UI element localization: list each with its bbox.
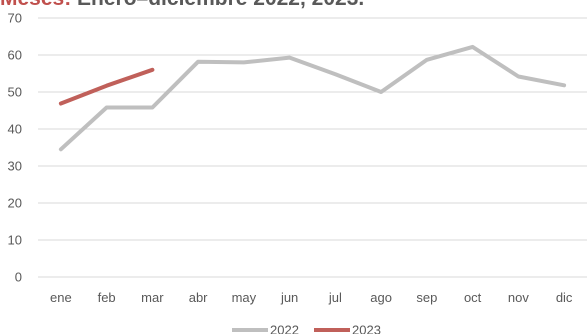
x-tick-label: jul — [328, 290, 342, 305]
y-axis-ticks: 0 10 20 30 40 50 60 70 — [8, 11, 22, 285]
y-tick-label: 70 — [8, 11, 22, 26]
x-tick-label: ago — [370, 290, 392, 305]
x-tick-label: mar — [141, 290, 164, 305]
x-tick-label: jun — [280, 290, 298, 305]
legend: 2022 2023 — [232, 323, 381, 334]
x-tick-label: sep — [416, 290, 437, 305]
y-tick-label: 40 — [8, 122, 22, 137]
chart-title: Meses: Enero–diciembre 2022, 2023. — [0, 0, 364, 12]
gridlines — [38, 17, 587, 278]
y-tick-label: 0 — [15, 270, 22, 285]
x-tick-label: ene — [50, 290, 72, 305]
x-tick-label: may — [232, 290, 257, 305]
x-tick-label: nov — [508, 290, 529, 305]
x-tick-label: oct — [464, 290, 482, 305]
chart-title-rest: Enero–diciembre 2022, 2023. — [71, 0, 364, 10]
y-tick-label: 20 — [8, 196, 22, 211]
x-tick-label: abr — [189, 290, 208, 305]
x-axis-ticks: ene feb mar abr may jun jul ago sep oct nov dic — [50, 290, 573, 305]
series-line-2022 — [58, 44, 567, 152]
x-tick-label: dic — [556, 290, 573, 305]
y-tick-label: 50 — [8, 85, 22, 100]
series-lines — [58, 44, 567, 152]
chart-title-prefix: Meses: — [0, 0, 71, 10]
legend-label: 2023 — [352, 323, 381, 334]
y-tick-label: 30 — [8, 159, 22, 174]
y-tick-label: 10 — [8, 233, 22, 248]
x-tick-label: feb — [98, 290, 116, 305]
y-tick-label: 60 — [8, 48, 22, 63]
series-line-2023 — [58, 67, 155, 106]
legend-label: 2022 — [270, 323, 299, 334]
